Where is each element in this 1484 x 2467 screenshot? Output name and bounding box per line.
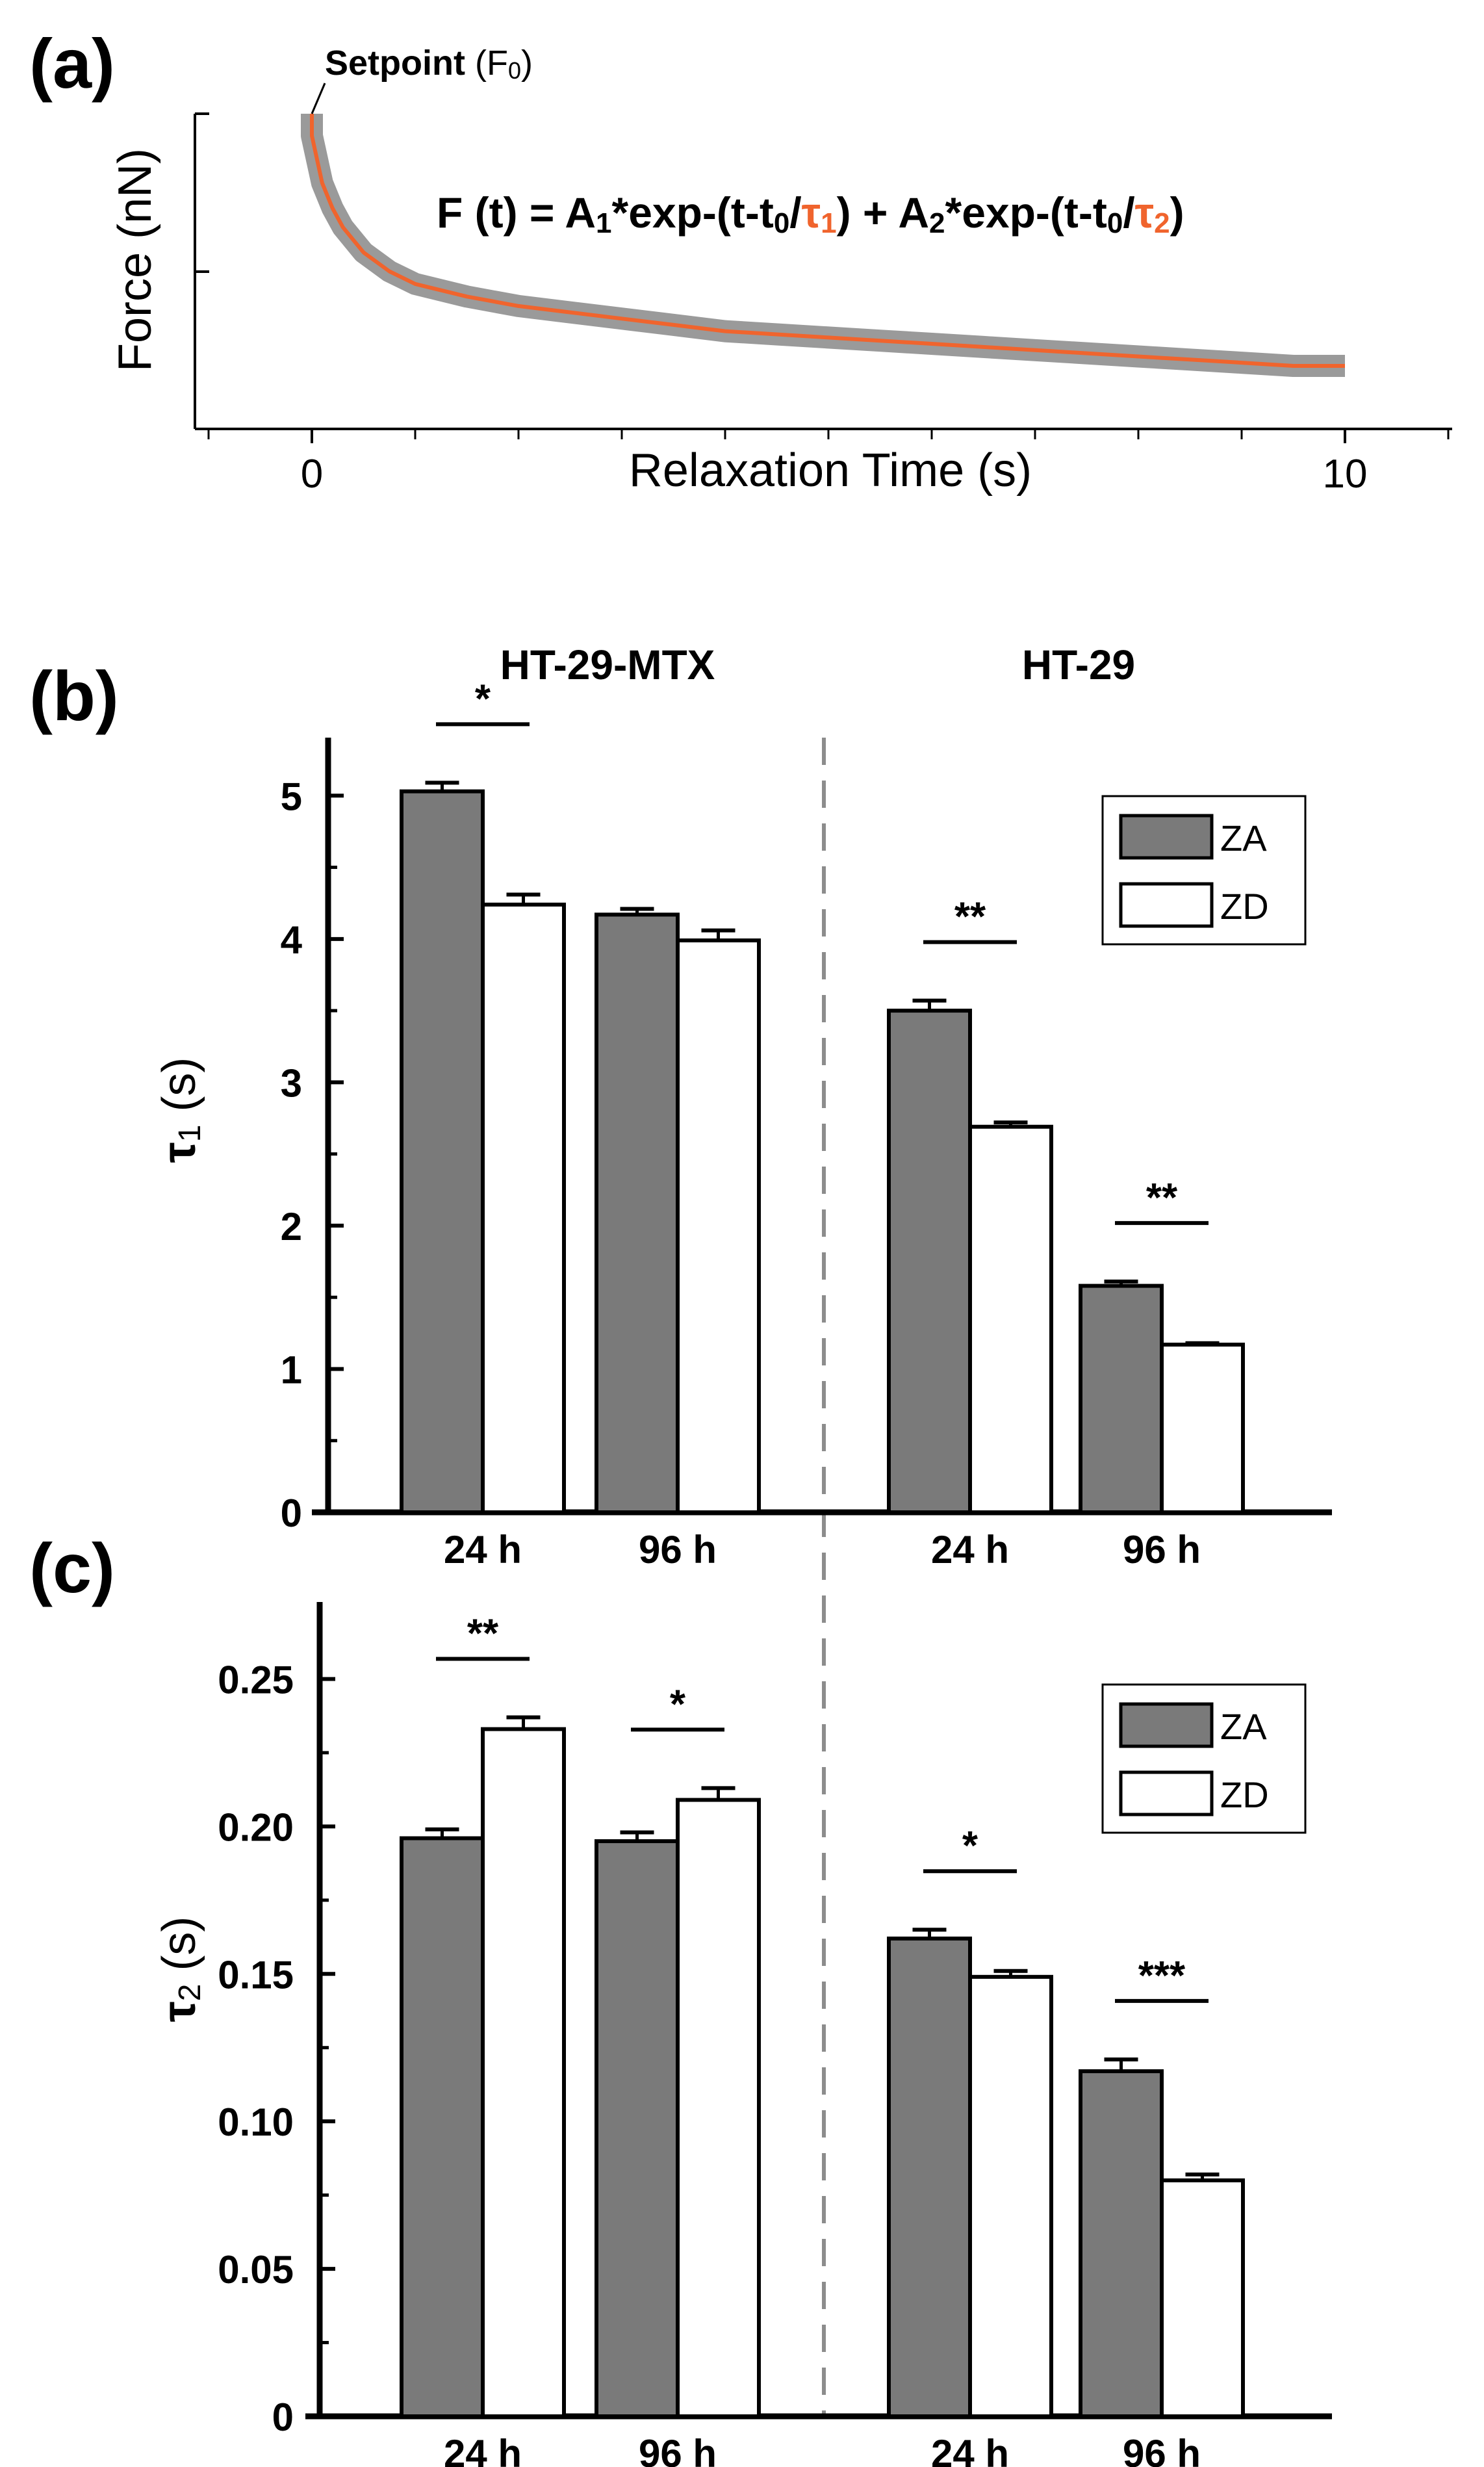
panel-a-x-axis-label: Relaxation Time (s) — [629, 445, 1032, 497]
panel-b-y-ticks: 0 1 2 3 4 5 — [281, 775, 344, 1535]
panel-a-x-ticks: 0 10 — [207, 429, 1450, 497]
panel-b-legend: ZA ZD — [1101, 795, 1307, 946]
category-label: 96 h — [639, 1528, 717, 1571]
significance-marker: ** — [467, 1611, 499, 1656]
significance-marker: ** — [954, 895, 986, 940]
panel-c-y-axis-label: τ2 (s) — [153, 1917, 207, 2022]
setpoint-leader-line — [311, 83, 326, 114]
panel-a-y-axis-label: Force (nN) — [109, 148, 161, 372]
za-bar — [887, 1936, 972, 2418]
zd-bar — [481, 902, 566, 1515]
y-tick-label: 2 — [281, 1205, 302, 1248]
panel-b-category-labels: 24 h 96 h 24 h 96 h — [444, 1528, 1201, 1571]
legend-swatch-zd — [1119, 882, 1214, 928]
legend-swatch-zd — [1119, 1770, 1214, 1816]
y-tick-label: 3 — [281, 1061, 302, 1105]
relaxation-curve-band — [301, 114, 1345, 377]
za-bar — [400, 1836, 485, 2418]
legend-label-za: ZA — [1220, 1706, 1267, 1747]
category-label: 24 h — [444, 2432, 522, 2467]
panel-c-label: (c) — [29, 1529, 115, 1607]
group-header-ht29: HT-29 — [1022, 641, 1135, 688]
za-bar — [1079, 1284, 1164, 1515]
za-bar — [1079, 2069, 1164, 2418]
category-label: 96 h — [1123, 1528, 1201, 1571]
category-label: 96 h — [639, 2432, 717, 2467]
y-tick-label: 0.05 — [218, 2248, 294, 2292]
legend-swatch-za — [1119, 1702, 1214, 1748]
panel-b-significance: ***** — [436, 677, 1209, 1225]
significance-marker: * — [670, 1682, 686, 1727]
category-label: 24 h — [931, 2432, 1009, 2467]
y-tick-label: 0.25 — [218, 1658, 294, 1701]
zd-bar — [1160, 1342, 1245, 1515]
category-label: 24 h — [931, 1528, 1009, 1571]
panel-c-significance: ******* — [436, 1611, 1209, 2003]
relaxation-formula: F (t) = A1*exp-(t-t0/τ1) + A2*exp-(t-t0/… — [437, 188, 1184, 239]
panel-a-x-tick-label: 0 — [301, 452, 323, 497]
panel-b-y-axis-label: τ1 (s) — [153, 1057, 207, 1163]
significance-marker: ** — [1146, 1176, 1178, 1221]
setpoint-annotation: Setpoint (F0) — [325, 44, 533, 84]
zd-bar — [481, 1727, 566, 2418]
y-tick-label: 0.15 — [218, 1953, 294, 1996]
zd-bar — [968, 1124, 1053, 1515]
legend-swatch-za — [1119, 814, 1214, 860]
panel-a-relaxation-curve: (a) 0 10 Force (nN) Relaxation Time (s) S… — [29, 24, 1452, 497]
group-header-ht29-mtx: HT-29-MTX — [500, 641, 715, 688]
zd-bar — [1160, 2178, 1245, 2419]
panel-b-label: (b) — [29, 656, 119, 735]
panel-c-category-labels: 24 h 96 h 24 h 96 h — [444, 2432, 1201, 2467]
panel-a-label: (a) — [29, 24, 115, 103]
panel-c-y-ticks: 0 0.05 0.10 0.15 0.20 0.25 — [218, 1658, 335, 2439]
za-bar — [887, 1009, 972, 1515]
legend-label-za: ZA — [1220, 818, 1267, 859]
zd-bar — [676, 938, 761, 1515]
category-label: 96 h — [1123, 2432, 1201, 2467]
panel-a-x-tick-label: 10 — [1323, 452, 1368, 497]
legend-label-zd: ZD — [1220, 1774, 1269, 1815]
panel-c-bars — [400, 1715, 1245, 2419]
y-tick-label: 0 — [272, 2396, 294, 2439]
y-tick-label: 0.10 — [218, 2100, 294, 2144]
y-tick-label: 0 — [281, 1492, 302, 1535]
category-label: 24 h — [444, 1528, 522, 1571]
y-tick-label: 1 — [281, 1348, 302, 1391]
za-bar — [400, 789, 485, 1514]
relaxation-fit-line — [310, 114, 1345, 368]
y-tick-label: 0.20 — [218, 1805, 294, 1849]
zd-bar — [676, 1798, 761, 2418]
legend-label-zd: ZD — [1220, 886, 1269, 927]
za-bar — [595, 1839, 680, 2418]
significance-marker: * — [475, 677, 491, 721]
significance-marker: *** — [1138, 1954, 1186, 1998]
significance-marker: * — [962, 1824, 979, 1868]
panel-c-legend: ZA ZD — [1101, 1683, 1307, 1834]
y-tick-label: 4 — [281, 918, 303, 962]
za-bar — [595, 912, 680, 1514]
y-tick-label: 5 — [281, 775, 302, 818]
panel-c-tau2-bar-chart: (c) 0 0.05 0.10 0.15 0.20 0.25 τ2 (s) 24 h 96 … — [29, 1529, 1332, 2467]
zd-bar — [968, 1974, 1053, 2418]
panel-b-bars — [400, 781, 1245, 1515]
